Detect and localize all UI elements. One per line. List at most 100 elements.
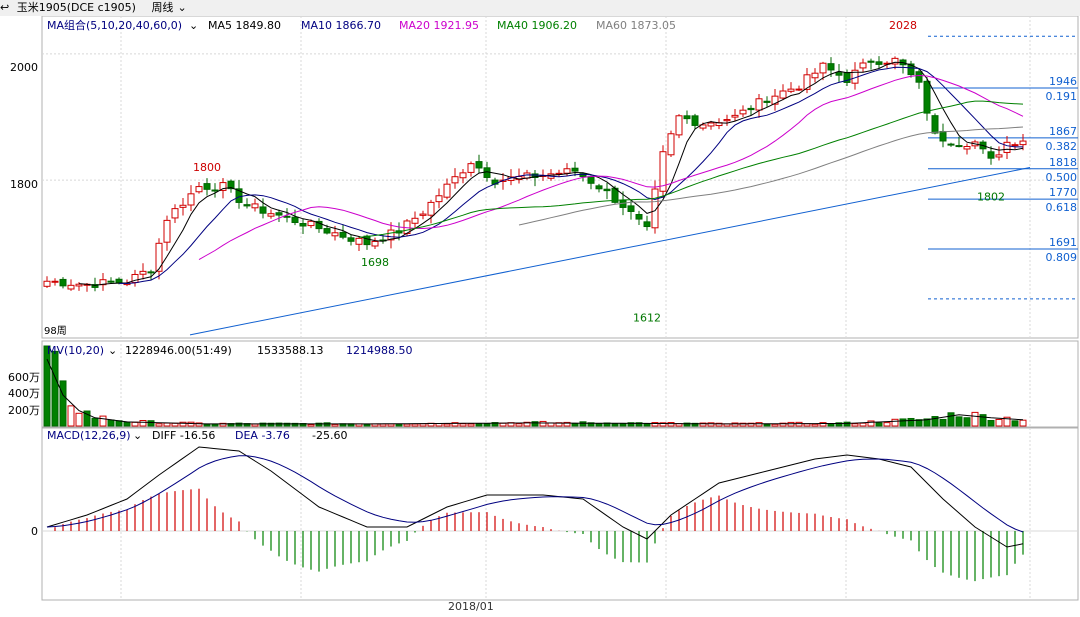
candle-body [563, 168, 571, 174]
candle-body [59, 278, 67, 287]
candle-body [155, 242, 163, 272]
volume-bar [963, 417, 971, 427]
candle-body [275, 212, 283, 216]
volume-ma-line [46, 358, 1024, 425]
chevron-down-icon[interactable]: ⌄ [108, 344, 117, 357]
candle-body [707, 122, 715, 127]
candle-body [459, 172, 467, 179]
candle-body [115, 278, 123, 284]
volume-bar [195, 422, 203, 427]
volume-ma20-value: 1214988.50 [346, 344, 412, 357]
chevron-down-icon: ⌄ [177, 1, 187, 14]
volume-bar [827, 423, 835, 427]
volume-bar [331, 423, 339, 427]
volume-bar [203, 423, 211, 427]
ma-lines [78, 61, 1024, 286]
fib-price-label: 1818 [1049, 156, 1077, 169]
volume-bar [67, 405, 75, 427]
candle-body [531, 173, 539, 178]
candles [43, 56, 1027, 292]
period-label: 周线 [151, 1, 174, 14]
candle-body [683, 115, 691, 120]
candle-body [443, 183, 451, 198]
volume-bar [819, 422, 827, 427]
volume-bar [307, 424, 315, 427]
macd-diff-value: DIFF -16.56 [152, 429, 215, 442]
volume-bar [611, 423, 619, 427]
volume-legend-name[interactable]: MV(10,20) [47, 344, 104, 357]
volume-bar [259, 422, 267, 427]
candle-body [667, 133, 675, 156]
candle-body [475, 161, 483, 169]
ma-line [78, 61, 1024, 286]
volume-bar [235, 422, 243, 427]
volume-bar [707, 422, 715, 427]
volume-bar [771, 423, 779, 427]
volume-bar [187, 421, 195, 427]
volume-bar [811, 423, 819, 427]
candle-body [827, 63, 835, 71]
volume-bar [459, 423, 467, 427]
volume-bar [475, 423, 483, 427]
volume-bar [107, 419, 115, 427]
candle-body [283, 215, 291, 218]
volume-bar [139, 419, 147, 427]
grid-lines [42, 16, 1078, 600]
volume-bar [291, 422, 299, 427]
candle-body [915, 71, 923, 83]
volume-bar [795, 421, 803, 427]
volume-bar [595, 423, 603, 427]
candle-body [107, 280, 115, 283]
candle-body [931, 115, 939, 134]
volume-bar [99, 415, 107, 427]
chevron-down-icon[interactable]: ⌄ [189, 19, 198, 32]
candle-body [179, 204, 187, 208]
volume-bar [987, 419, 995, 427]
candle-body [211, 189, 219, 192]
macd-dea-line [46, 455, 1024, 533]
volume-bar [651, 422, 659, 427]
trend-line [189, 167, 1031, 336]
period-selector[interactable]: 周线 ⌄ [151, 1, 190, 14]
volume-bar [171, 422, 179, 427]
chevron-down-icon[interactable]: ⌄ [133, 429, 142, 442]
volume-bar [635, 422, 643, 427]
kline-chart[interactable]: 1946 0.191 1867 0.382 1818 0.500 1770 0.618 1691… [0, 16, 1080, 617]
volume-bar [643, 423, 651, 427]
macd-legend-name[interactable]: MACD(12,26,9) [47, 429, 131, 442]
ma60-label: MA60 1873.05 [596, 19, 676, 32]
volume-bar [891, 418, 899, 427]
candle-body [219, 182, 227, 191]
volume-bar [523, 421, 531, 427]
candle-body [91, 284, 99, 288]
price-marker: 1800 [193, 161, 221, 174]
volume-bar [403, 423, 411, 427]
price-legend-name[interactable]: MA组合(5,10,20,40,60,0) [47, 18, 182, 32]
candle-body [723, 119, 731, 122]
macd-dea-value: DEA -3.76 [235, 429, 290, 442]
candle-body [811, 72, 819, 79]
macd-bars [42, 446, 1078, 582]
candle-body [859, 62, 867, 69]
candle-body [435, 195, 443, 203]
volume-bar [843, 421, 851, 427]
volume-tick-400: 400万 [8, 387, 40, 400]
fib-ratio-label: 0.191 [1046, 90, 1078, 103]
volume-bar [395, 423, 403, 427]
volume-bars [43, 345, 1027, 427]
fib-price-label: 1946 [1049, 75, 1077, 88]
candle-body [187, 193, 195, 206]
candle-body [955, 145, 963, 148]
volume-bar [267, 422, 275, 427]
y-tick-1800: 1800 [10, 178, 38, 191]
volume-bar [859, 422, 867, 427]
volume-tick-600: 600万 [8, 371, 40, 384]
volume-bar [995, 418, 1003, 427]
volume-bar [875, 422, 883, 427]
volume-bar [1011, 420, 1019, 427]
volume-bar [131, 421, 139, 427]
volume-bar [915, 419, 923, 427]
ma-line [118, 66, 1023, 285]
back-icon[interactable]: ↩ [0, 1, 10, 14]
volume-bar [123, 421, 131, 427]
